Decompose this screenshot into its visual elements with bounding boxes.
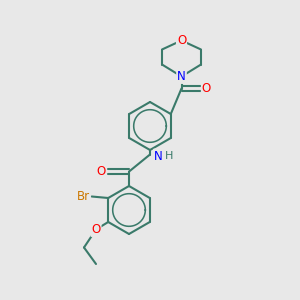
Text: O: O [202,82,211,95]
Text: H: H [165,151,174,161]
Text: O: O [92,223,100,236]
Text: N: N [177,70,186,83]
Text: Br: Br [77,190,90,203]
Text: O: O [177,34,186,47]
Text: N: N [154,149,163,163]
Text: O: O [97,165,106,178]
